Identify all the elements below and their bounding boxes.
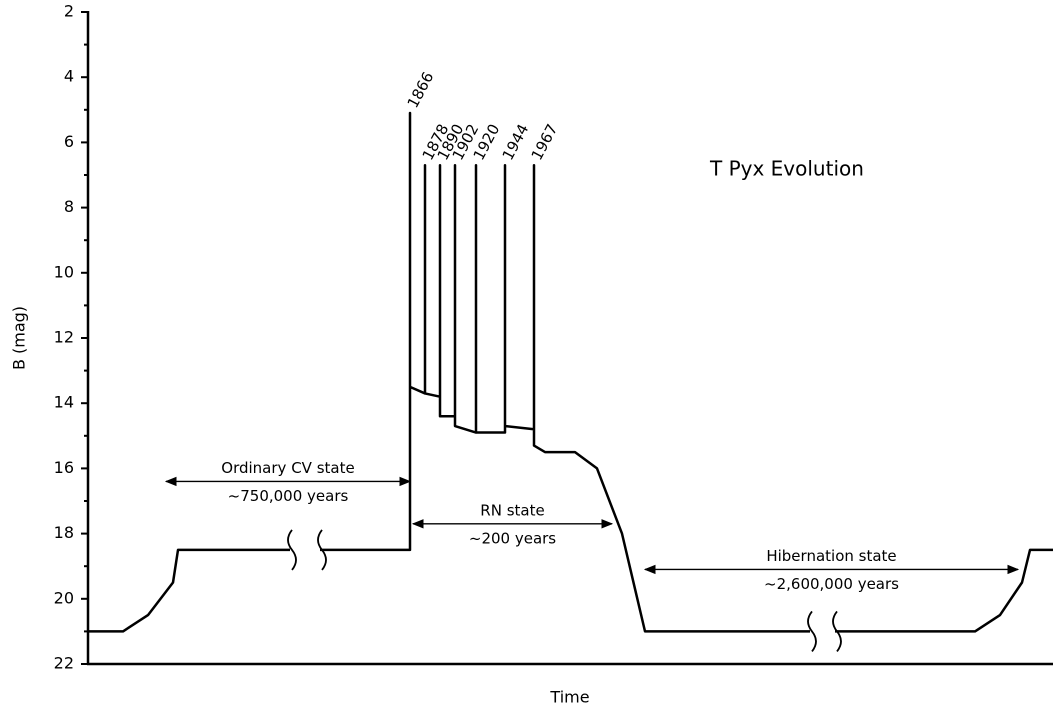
span-label: Ordinary CV state <box>221 459 354 477</box>
y-tick-label: 6 <box>64 132 74 151</box>
axis-break <box>832 610 842 652</box>
y-tick-label: 8 <box>64 197 74 216</box>
y-axis-label: B (mag) <box>10 306 29 370</box>
span-label: ~2,600,000 years <box>764 575 899 593</box>
line-series <box>88 111 1053 633</box>
y-tick-label: 10 <box>54 262 74 281</box>
y-tick-label: 22 <box>54 654 74 673</box>
axis-break <box>287 529 297 571</box>
y-tick-label: 2 <box>64 2 74 21</box>
y-tick-label: 18 <box>54 523 74 542</box>
year-label: 1866 <box>404 69 438 111</box>
span-label: ~750,000 years <box>228 487 349 505</box>
year-label: 1967 <box>528 121 562 163</box>
x-axis-label: Time <box>549 688 589 707</box>
span-label: RN state <box>480 501 544 519</box>
chart-title: T Pyx Evolution <box>709 157 864 181</box>
year-label: 1944 <box>499 121 533 163</box>
span-label: ~200 years <box>469 529 556 547</box>
y-tick-label: 16 <box>54 458 74 477</box>
y-tick-label: 12 <box>54 328 74 347</box>
y-tick-label: 14 <box>54 393 74 412</box>
axis-break <box>807 610 817 652</box>
y-tick-label: 20 <box>54 588 74 607</box>
span-label: Hibernation state <box>766 547 896 565</box>
y-tick-label: 4 <box>64 67 74 86</box>
axis-break <box>317 529 327 571</box>
